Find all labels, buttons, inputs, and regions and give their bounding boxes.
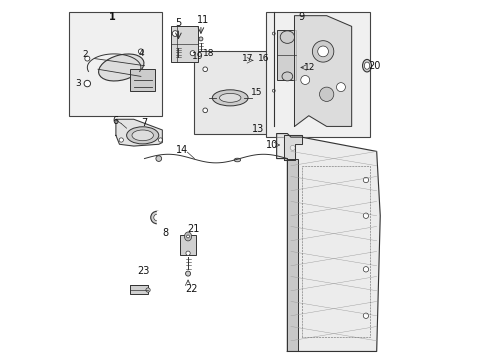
Ellipse shape: [300, 76, 309, 85]
Ellipse shape: [185, 251, 190, 255]
Ellipse shape: [186, 235, 189, 238]
Ellipse shape: [99, 54, 143, 81]
Text: 22: 22: [185, 284, 198, 294]
Bar: [287, 158, 298, 351]
Polygon shape: [116, 119, 162, 146]
Ellipse shape: [317, 46, 328, 57]
Text: 11: 11: [197, 15, 209, 25]
Text: 1: 1: [109, 13, 116, 22]
Ellipse shape: [336, 83, 345, 91]
Ellipse shape: [176, 42, 180, 46]
Ellipse shape: [363, 177, 368, 183]
Polygon shape: [157, 211, 164, 224]
Ellipse shape: [126, 127, 159, 144]
Ellipse shape: [84, 56, 90, 61]
Text: 15: 15: [251, 88, 262, 97]
Text: 23: 23: [137, 266, 150, 276]
Ellipse shape: [119, 138, 123, 142]
Bar: [130, 69, 155, 91]
Text: 18: 18: [203, 49, 214, 58]
Ellipse shape: [364, 62, 369, 69]
Ellipse shape: [290, 145, 295, 150]
Text: 13: 13: [251, 124, 264, 134]
Ellipse shape: [145, 288, 150, 292]
Bar: [194, 51, 272, 134]
Ellipse shape: [319, 87, 333, 102]
Ellipse shape: [185, 271, 190, 276]
Text: 21: 21: [186, 224, 199, 234]
Ellipse shape: [363, 267, 368, 272]
Ellipse shape: [190, 51, 195, 56]
Ellipse shape: [203, 67, 207, 72]
Text: 2: 2: [82, 50, 88, 59]
Ellipse shape: [138, 49, 143, 54]
Text: 14: 14: [176, 145, 188, 155]
Bar: [276, 30, 296, 80]
Text: 20: 20: [367, 61, 380, 71]
Ellipse shape: [272, 32, 275, 35]
Ellipse shape: [272, 89, 275, 92]
Ellipse shape: [150, 211, 163, 224]
Ellipse shape: [153, 214, 160, 221]
Ellipse shape: [84, 80, 90, 87]
Ellipse shape: [199, 37, 203, 41]
Text: 8: 8: [162, 228, 168, 238]
Ellipse shape: [363, 313, 368, 319]
Text: 3: 3: [75, 79, 81, 88]
Ellipse shape: [312, 41, 333, 62]
Polygon shape: [276, 134, 380, 351]
Ellipse shape: [156, 156, 162, 161]
Text: 10: 10: [265, 140, 277, 150]
Text: 16: 16: [258, 54, 269, 63]
Bar: [130, 285, 148, 294]
Text: 6: 6: [113, 116, 119, 126]
Text: 4: 4: [138, 49, 143, 58]
Polygon shape: [283, 135, 301, 160]
Ellipse shape: [219, 93, 241, 102]
Ellipse shape: [158, 138, 163, 142]
Ellipse shape: [282, 72, 292, 81]
Polygon shape: [294, 16, 351, 126]
Ellipse shape: [172, 31, 178, 36]
Ellipse shape: [184, 232, 191, 241]
Bar: [69, 12, 162, 116]
Text: 17: 17: [242, 54, 253, 63]
Ellipse shape: [234, 158, 240, 162]
Ellipse shape: [212, 90, 247, 106]
Ellipse shape: [132, 130, 153, 141]
Text: 19: 19: [192, 52, 203, 61]
Text: 7: 7: [141, 118, 147, 128]
Bar: [180, 235, 196, 255]
Ellipse shape: [362, 59, 371, 72]
Text: 12: 12: [304, 63, 315, 72]
Ellipse shape: [280, 31, 294, 43]
Text: 9: 9: [298, 13, 304, 22]
Ellipse shape: [363, 213, 368, 219]
Bar: [171, 26, 198, 62]
Bar: [265, 12, 369, 137]
Ellipse shape: [203, 108, 207, 113]
Text: 5: 5: [175, 18, 181, 28]
